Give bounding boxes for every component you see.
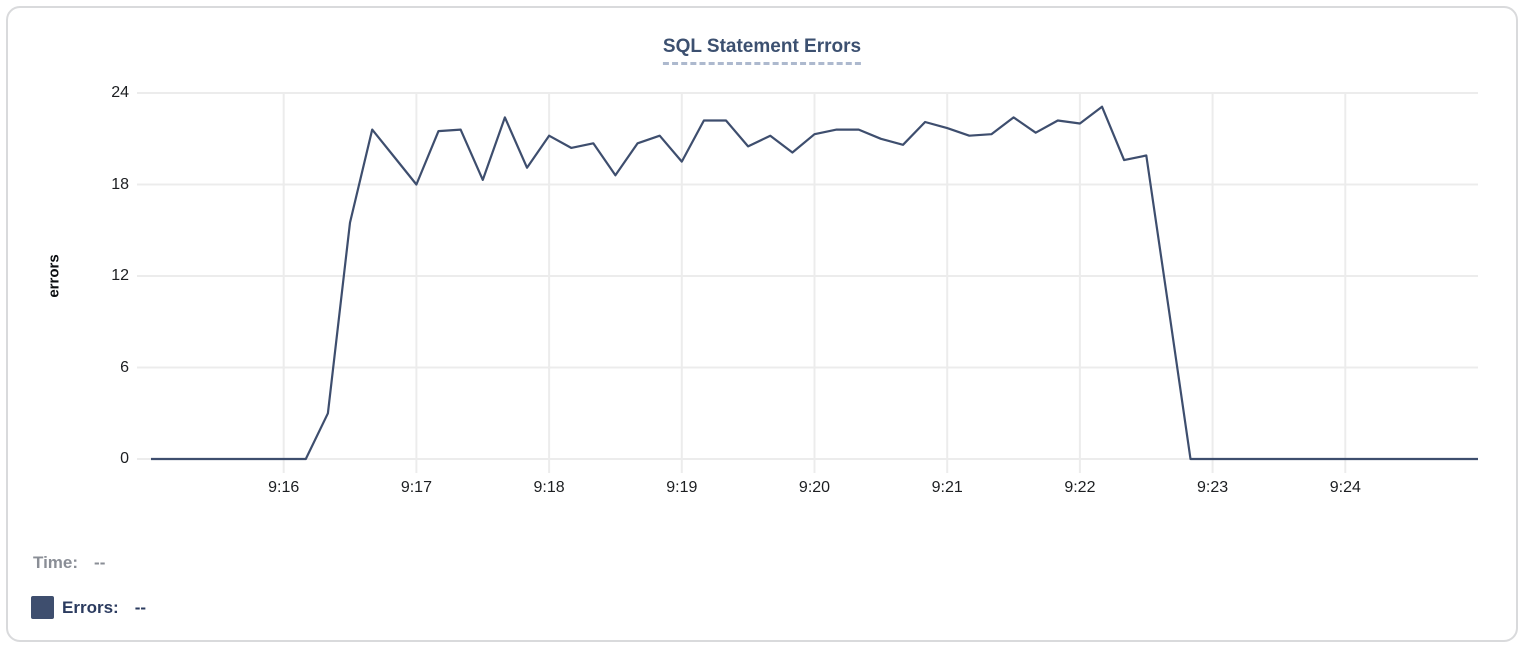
- x-tick-label: 9:21: [931, 479, 963, 496]
- time-readout-label: Time:: [33, 553, 79, 572]
- x-axis-tick-labels: 9:16 9:17 9:18 9:19 9:20 9:21 9:22 9:23 9:24: [151, 479, 1478, 501]
- hover-readout-errors-row: Errors: --: [31, 596, 146, 619]
- errors-series-swatch: [31, 596, 54, 619]
- x-tick-label: 9:23: [1197, 479, 1229, 496]
- y-axis-tick-labels: 24 18 12 6 0: [8, 84, 137, 467]
- chart-title[interactable]: SQL Statement Errors: [662, 36, 862, 65]
- time-readout-value: --: [94, 553, 106, 572]
- chart-panel-card: SQL Statement Errors errors 24 18 12 6 0 9:1…: [6, 6, 1518, 642]
- x-tick-label: 9:24: [1329, 479, 1361, 496]
- x-tick-label: 9:22: [1064, 479, 1096, 496]
- y-tick-label: 18: [111, 175, 129, 193]
- y-tick-label: 6: [120, 358, 129, 376]
- y-tick-label: 12: [111, 267, 129, 284]
- errors-readout-value: --: [134, 597, 147, 617]
- x-tick-label: 9:19: [666, 479, 698, 496]
- x-tick-label: 9:20: [798, 479, 831, 496]
- x-tick-label: 9:16: [268, 479, 300, 496]
- errors-line-series: [151, 105, 1478, 461]
- hover-readout-time-row: Time: --: [33, 553, 105, 573]
- plot-area[interactable]: [137, 92, 1478, 473]
- errors-readout-label: Errors:: [62, 597, 119, 617]
- y-tick-label: 24: [111, 84, 129, 101]
- y-tick-label: 0: [120, 450, 129, 467]
- x-tick-label: 9:18: [533, 479, 565, 496]
- x-tick-label: 9:17: [400, 479, 432, 496]
